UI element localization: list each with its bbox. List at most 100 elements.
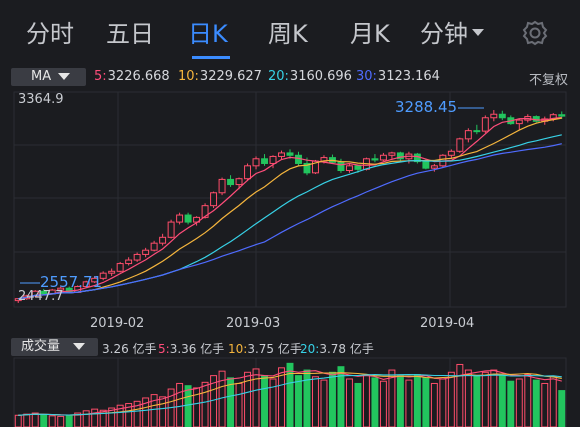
volume-bar [396, 375, 404, 427]
vol-ma20-line [18, 374, 562, 416]
volume-selector-button[interactable]: 成交量 [11, 338, 98, 356]
volume-bar [490, 369, 498, 427]
volume-bar [371, 377, 379, 427]
tab-five-day[interactable]: 五日 [106, 20, 154, 48]
candle-body [99, 272, 107, 279]
candle-body [91, 277, 99, 283]
ma10-line [18, 117, 562, 300]
candle-body [82, 281, 90, 288]
candle-body [235, 178, 243, 186]
volume-bar [40, 414, 48, 427]
tab-weekly-k[interactable]: 周K [268, 20, 308, 48]
candle-body [159, 236, 167, 244]
candle-body [269, 155, 277, 164]
ma20-value: 20:3160.696 [268, 69, 352, 84]
candle-body [345, 165, 353, 172]
ma-indicator-bar: MA 5:3226.668 10:3229.627 20:3160.696 30… [0, 66, 580, 88]
volume-bar [464, 369, 472, 427]
volume-bar [507, 380, 515, 427]
volume-bar [176, 382, 184, 427]
low-annotation: 2557.71 [40, 273, 103, 291]
volume-bar [362, 375, 370, 427]
volume-bar [354, 382, 362, 427]
candle-body [150, 242, 158, 251]
candle-body [201, 205, 209, 218]
volume-indicator-bar: 成交量 3.26 亿手 5:3.36 亿手 10:3.75 亿手 20:3.78… [0, 336, 580, 358]
tab-intraday[interactable]: 分时 [26, 20, 74, 48]
triangle-down-icon [58, 73, 70, 80]
candle-body [379, 154, 387, 161]
volume-bar [303, 369, 311, 427]
volume-bar [48, 415, 56, 427]
volume-bar [413, 374, 421, 427]
volume-bar [473, 375, 481, 427]
vol-ma5-line [18, 369, 562, 416]
volume-total: 3.26 亿手 [102, 342, 157, 356]
volume-bar [99, 409, 107, 427]
candle-body [278, 152, 285, 157]
tab-minute[interactable]: 分钟 [420, 20, 468, 48]
active-tab-indicator [192, 56, 230, 59]
candle-body [227, 178, 235, 186]
candle-body [464, 130, 472, 140]
volume-bar [159, 396, 167, 427]
period-tabs: 分时 五日 日K 周K 月K 分钟 [0, 0, 580, 64]
volume-label: 成交量 [21, 339, 61, 354]
volume-bar [456, 363, 464, 427]
candle-body [422, 161, 430, 169]
volume-bar [23, 413, 31, 427]
volume-bar [252, 368, 260, 427]
ma-selector-button[interactable]: MA [11, 68, 86, 86]
candle-body [286, 152, 294, 156]
volume-bar [218, 370, 226, 427]
triangle-down-icon [73, 343, 85, 350]
candle-body [244, 165, 252, 180]
candle-body [498, 113, 506, 119]
volume-bar [447, 371, 455, 427]
candle-body [473, 130, 481, 133]
candle-body [337, 161, 345, 172]
vol-ma5: 5:3.36 亿手 [158, 342, 225, 356]
candle-body [456, 138, 464, 152]
candle-body [125, 259, 133, 265]
price-adjust-toggle[interactable]: 不复权 [528, 73, 568, 88]
date-label-feb: 2019-02 [90, 316, 145, 331]
tab-daily-k[interactable]: 日K [188, 20, 228, 48]
volume-bar [295, 375, 302, 427]
candle-body [176, 214, 184, 223]
candle-body [558, 114, 566, 117]
candle-body [354, 165, 362, 170]
volume-bar [142, 397, 150, 427]
candle-body [371, 158, 379, 161]
gear-icon[interactable] [520, 18, 550, 48]
volume-bar [345, 378, 353, 427]
volume-bar [269, 378, 277, 427]
ma30-line [18, 143, 562, 300]
candle-body [252, 158, 260, 167]
volume-bar [481, 371, 489, 427]
candle-body [167, 221, 175, 238]
candle-body [57, 287, 65, 291]
candle-body [532, 116, 540, 122]
volume-bar [261, 375, 268, 427]
candle-body [40, 290, 48, 295]
candle-body [116, 263, 124, 272]
candle-body [108, 270, 116, 274]
volume-bar [278, 367, 285, 427]
chevron-down-icon[interactable] [472, 29, 484, 36]
volume-bar [312, 376, 319, 427]
volume-bar [14, 414, 22, 427]
tab-monthly-k[interactable]: 月K [350, 20, 390, 48]
volume-bar [422, 377, 430, 427]
volume-bar [320, 379, 328, 427]
volume-bar [524, 374, 532, 427]
volume-bar [541, 382, 549, 427]
candle-body [261, 158, 268, 164]
price-axis-max: 3364.9 [18, 92, 64, 107]
candle-body [396, 152, 404, 160]
volume-bar [133, 400, 141, 427]
candle-body [184, 214, 192, 223]
candle-body [430, 165, 438, 169]
candle-body [388, 152, 396, 156]
